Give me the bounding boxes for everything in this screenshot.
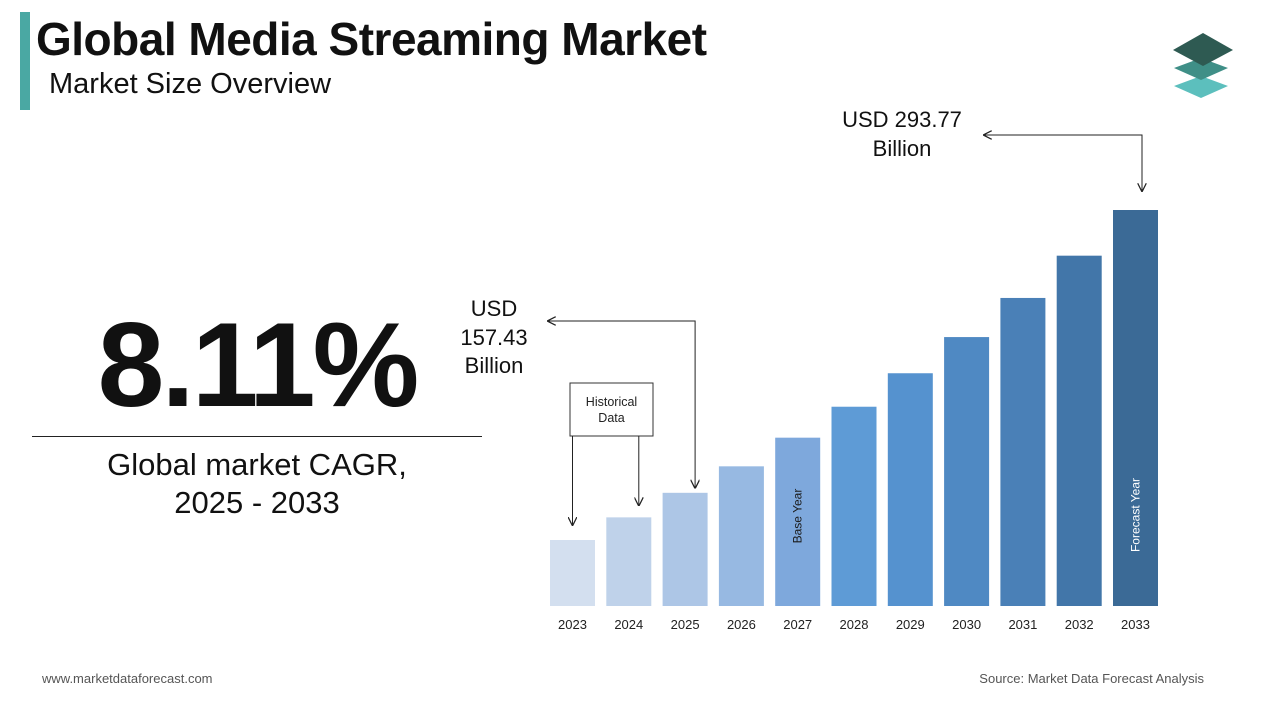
x-tick-label-2030: 2030 [952,617,981,632]
page-title: Global Media Streaming Market [36,13,707,65]
bar-2030 [944,337,990,606]
x-tick-label-2024: 2024 [614,617,643,632]
cagr-value: 8.11% [97,298,420,432]
footer-website: www.marketdataforecast.com [42,671,213,686]
bar-2026 [718,466,764,606]
base-year-label: Base Year [791,489,805,544]
historical-data-label-line2: Data [598,411,624,425]
cagr-label-line1: Global market CAGR, [107,447,407,482]
bar-2029 [887,373,933,606]
end-value-label-line1: USD 293.77 [842,107,962,132]
start-value-label-line1: USD [471,296,517,321]
layers-logo-icon [1173,33,1233,98]
bar-2033 [1113,210,1158,606]
historical-data-label-line1: Historical [586,395,637,409]
bar-2031 [1000,297,1046,606]
start-value-label-line3: Billion [465,353,524,378]
x-tick-label-2031: 2031 [1008,617,1037,632]
x-tick-label-2027: 2027 [783,617,812,632]
x-tick-label-2032: 2032 [1065,617,1094,632]
bar-2023 [550,540,595,606]
cagr-label-line2: 2025 - 2033 [174,485,340,520]
historical-data-box [569,382,654,437]
page-subtitle: Market Size Overview [49,68,332,100]
x-tick-label-2033: 2033 [1121,617,1150,632]
bar-2032 [1056,255,1102,606]
bar-2024 [606,517,652,606]
x-tick-label-2028: 2028 [840,617,869,632]
bar-2028 [831,406,877,606]
bar-2025 [662,492,708,606]
cagr-label: Global market CAGR, 2025 - 2033 [32,446,482,522]
footer-source: Source: Market Data Forecast Analysis [979,671,1204,686]
x-tick-label-2023: 2023 [558,617,587,632]
cagr-divider [32,436,482,437]
title-accent-bar [20,12,30,110]
end-value-arrow [984,135,1142,191]
x-tick-label-2029: 2029 [896,617,925,632]
start-value-arrow [548,321,695,488]
start-value-label-line2: 157.43 [460,325,527,350]
forecast-year-label: Forecast Year [1129,478,1143,552]
x-tick-label-2025: 2025 [671,617,700,632]
bar-2027 [775,437,821,606]
end-value-label-line2: Billion [873,136,932,161]
x-tick-label-2026: 2026 [727,617,756,632]
